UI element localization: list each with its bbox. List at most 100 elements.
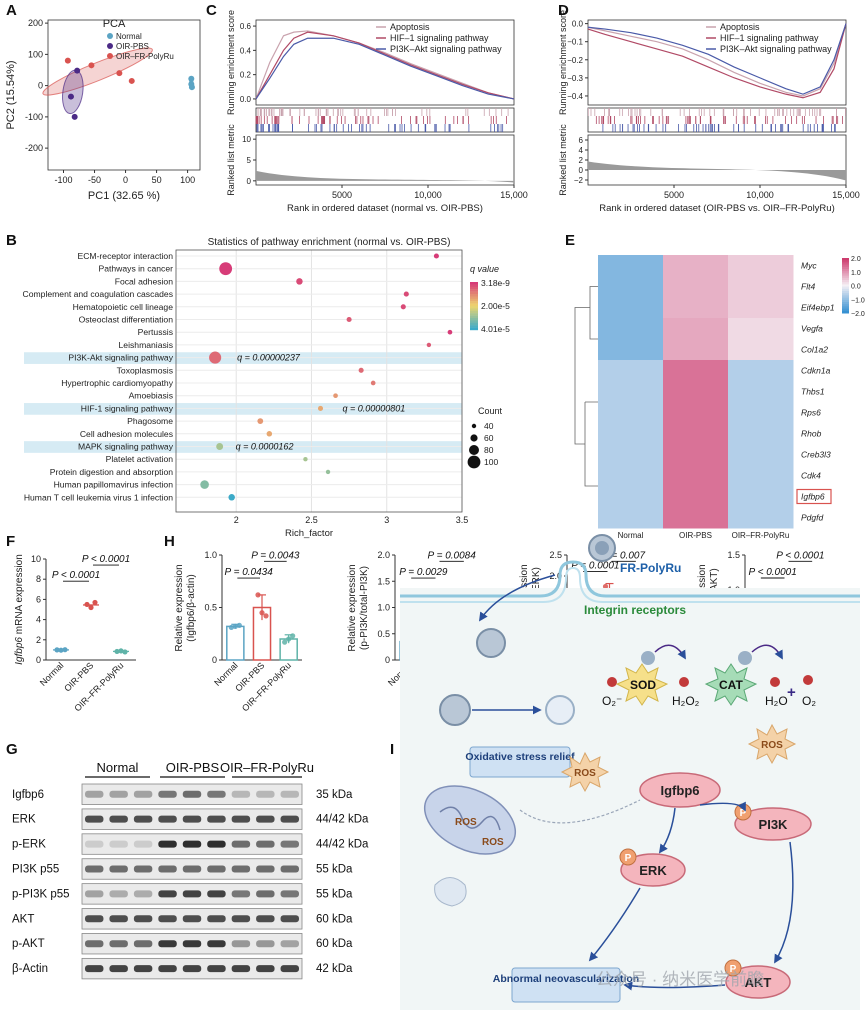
- panel-letters: A B C D E F G H I: [6, 2, 575, 758]
- stat-ytick-label: 2.0: [549, 571, 562, 581]
- heatmap-col-label: Normal: [618, 531, 644, 540]
- blot-group-label: OIR-PBS: [166, 760, 220, 775]
- watermark-text: 公众号 · 纳米医学前瞻: [596, 970, 764, 989]
- cat-burst-icon: [704, 663, 758, 706]
- heatmap-cell: [598, 486, 664, 508]
- heatmap-cell: [728, 360, 794, 382]
- heatmap-cell: [663, 465, 729, 487]
- pathway-size-marker: [470, 434, 478, 442]
- gsea-xlabel: Rank in ordered dataset (OIR-PBS vs. OIR…: [599, 203, 834, 214]
- heatmap-cell: [728, 402, 794, 424]
- heatmap-cell: [598, 423, 664, 445]
- stat-point: [236, 622, 242, 628]
- blot-band: [231, 890, 251, 898]
- heatmap-row-label: Vegfa: [801, 324, 823, 334]
- gsea-ylabel-top: Running enrichment score: [558, 10, 568, 115]
- blot-band: [256, 840, 275, 848]
- h-ylabel-2: (p-PI3K/total-PI3K): [359, 566, 370, 650]
- blot-band: [280, 790, 299, 798]
- heatmap-cell: [598, 255, 664, 277]
- pathway-bubble: [266, 431, 273, 437]
- abnormal-box: [511, 967, 621, 1003]
- o2-label: O₂: [802, 694, 816, 708]
- blot-band: [158, 790, 177, 798]
- erk-node-label: ERK: [639, 863, 667, 878]
- stat-point: [54, 647, 60, 653]
- heatmap-colorbar-cell: [842, 262, 849, 266]
- blot-band: [207, 965, 226, 973]
- ros-label-4: ROS: [482, 837, 504, 848]
- pca-ytick-label: -200: [25, 143, 43, 153]
- pathway-colorbar-cell: [470, 301, 478, 304]
- panel-letter-d: D: [558, 2, 569, 19]
- blot-band: [207, 915, 226, 923]
- stat-point: [255, 592, 261, 598]
- stat-point: [602, 583, 609, 590]
- pathway-colorbar-cell: [470, 308, 478, 311]
- blot-row-label: β-Actin: [12, 963, 48, 975]
- heatmap-col-label: OIR–FR-PolyRu: [732, 531, 790, 540]
- pathway-bubble: [317, 405, 324, 411]
- gsea-ytick-label: 0.6: [240, 22, 252, 31]
- pathway-annotation: q = 0.00000237: [237, 353, 301, 363]
- blot-band: [231, 865, 251, 873]
- blot-band: [133, 815, 153, 823]
- gsea-ytick-label: −0.1: [567, 38, 583, 47]
- pathway-size-marker: [469, 445, 479, 455]
- pathway-annotation: q = 0.0000162: [236, 442, 294, 452]
- pca-ylabel: PC2 (15.54%): [5, 60, 17, 129]
- pathway-colorbar-cell: [470, 289, 478, 292]
- pathway-xtick-label: 3.5: [456, 515, 469, 525]
- pathway-bubble: [400, 304, 406, 310]
- gsea-legend-label: HIF–1 signaling pathway: [390, 33, 489, 43]
- pathway-bubble: [228, 494, 235, 501]
- heatmap-cell: [598, 318, 664, 340]
- stat-point: [92, 599, 98, 606]
- stat-ytick-label: 6: [36, 594, 41, 604]
- endosome-particle-icon: [476, 628, 506, 658]
- blot-band: [109, 840, 128, 848]
- stat-point: [263, 613, 269, 619]
- stat-sig-label: P < 0.0001: [776, 550, 824, 561]
- h-ylabel: Relative expression: [347, 564, 358, 651]
- uptake-arrow: [479, 574, 556, 622]
- blot-band: [256, 790, 275, 798]
- ros-label-1: ROS: [574, 768, 596, 779]
- oxidative-relief-label: Oxidative stress relief: [465, 751, 575, 763]
- blot-band: [133, 965, 153, 973]
- released-particle-icon: [439, 694, 471, 726]
- heatmap-cell: [598, 465, 664, 487]
- heatmap-row-label: Myc: [801, 261, 817, 271]
- sod-label: SOD: [630, 678, 656, 692]
- panel-letter-a: A: [6, 2, 17, 19]
- blot-band: [109, 815, 128, 823]
- blot-row-label: Igfbp6: [12, 789, 44, 801]
- blot-band: [182, 915, 202, 923]
- pi3k-p-label: P: [740, 808, 747, 819]
- ros-burst-icon: [560, 751, 610, 793]
- blot-band: [182, 890, 202, 898]
- blot-band: [280, 890, 299, 898]
- stat-ytick-label: 0: [385, 655, 390, 665]
- akt-node-label: AKT: [745, 975, 772, 990]
- pca-xtick-label: 50: [152, 175, 162, 185]
- gsea-ytick-label: −0.4: [567, 92, 583, 101]
- pathway-colorbar-cell: [470, 282, 478, 285]
- blot-band: [133, 790, 153, 798]
- heatmap-cell: [728, 507, 794, 529]
- heatmap-cell: [663, 444, 729, 466]
- pathway-colorbar-cell: [470, 284, 478, 287]
- stat-point: [58, 647, 64, 653]
- heatmap-cell: [663, 339, 729, 361]
- pca-point: [116, 70, 123, 77]
- erk-abnormal-arrow: [588, 887, 641, 962]
- blot-band: [231, 915, 251, 923]
- heatmap-colorbar-cell: [842, 306, 849, 310]
- panel-i: FR-PolyRu Integrin receptors O₂⁻ SOD H₂O…: [400, 534, 860, 1010]
- panel-letter-e: E: [565, 232, 575, 249]
- pathway-size-label: 40: [484, 421, 494, 431]
- pca-point: [71, 113, 78, 120]
- heatmap-row-label: Rps6: [801, 408, 821, 418]
